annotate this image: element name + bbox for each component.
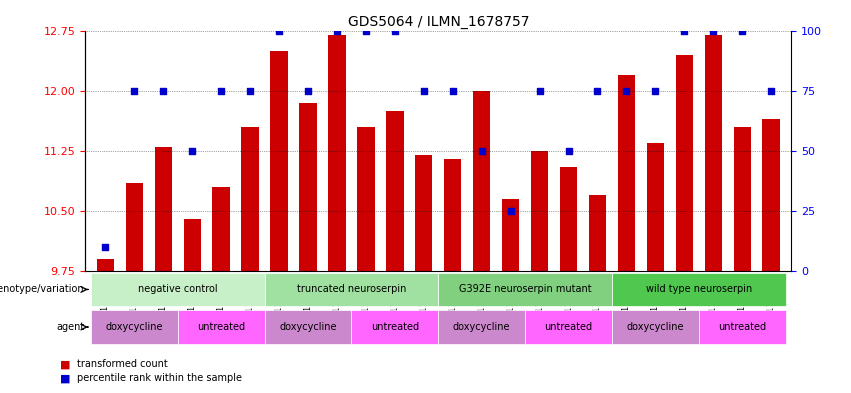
Point — [157, 88, 170, 94]
Text: doxycycline: doxycycline — [279, 322, 337, 332]
Point — [706, 28, 720, 35]
FancyBboxPatch shape — [91, 272, 265, 307]
Text: transformed count: transformed count — [77, 360, 168, 369]
Point — [272, 28, 286, 35]
Bar — [386, 111, 403, 271]
Bar — [184, 219, 201, 271]
FancyBboxPatch shape — [178, 310, 265, 344]
Bar — [155, 147, 172, 271]
Bar — [300, 103, 317, 271]
Point — [735, 28, 749, 35]
Text: percentile rank within the sample: percentile rank within the sample — [77, 373, 242, 383]
Point — [388, 28, 402, 35]
Bar — [328, 35, 346, 271]
FancyBboxPatch shape — [612, 310, 699, 344]
Text: doxycycline: doxycycline — [626, 322, 684, 332]
Bar — [97, 259, 114, 271]
Bar — [357, 127, 374, 271]
FancyBboxPatch shape — [438, 310, 525, 344]
Text: untreated: untreated — [371, 322, 419, 332]
Text: untreated: untreated — [197, 322, 245, 332]
FancyBboxPatch shape — [438, 272, 612, 307]
Bar — [415, 155, 432, 271]
Text: wild type neuroserpin: wild type neuroserpin — [646, 285, 752, 294]
FancyBboxPatch shape — [265, 272, 438, 307]
Text: genotype/variation: genotype/variation — [0, 285, 84, 294]
FancyBboxPatch shape — [351, 310, 438, 344]
Text: negative control: negative control — [138, 285, 218, 294]
Text: doxycycline: doxycycline — [453, 322, 511, 332]
Point — [417, 88, 431, 94]
Text: ■: ■ — [60, 373, 70, 383]
Bar — [444, 159, 461, 271]
Point — [301, 88, 315, 94]
Text: truncated neuroserpin: truncated neuroserpin — [297, 285, 406, 294]
FancyBboxPatch shape — [265, 310, 351, 344]
Bar — [734, 127, 751, 271]
Bar — [618, 75, 635, 271]
Point — [186, 148, 199, 154]
Bar — [676, 55, 693, 271]
Point — [446, 88, 460, 94]
Point — [504, 208, 517, 214]
Bar — [531, 151, 548, 271]
FancyBboxPatch shape — [612, 272, 785, 307]
Bar — [126, 183, 143, 271]
Bar — [560, 167, 577, 271]
Point — [128, 88, 141, 94]
Bar — [647, 143, 664, 271]
Text: untreated: untreated — [718, 322, 766, 332]
Bar — [473, 91, 490, 271]
Text: agent: agent — [56, 322, 84, 332]
Text: G392E neuroserpin mutant: G392E neuroserpin mutant — [459, 285, 591, 294]
Bar — [213, 187, 230, 271]
Bar — [502, 199, 519, 271]
Point — [330, 28, 344, 35]
Point — [475, 148, 488, 154]
Point — [764, 88, 778, 94]
Point — [562, 148, 575, 154]
Bar — [762, 119, 780, 271]
Bar — [271, 51, 288, 271]
Point — [359, 28, 373, 35]
Text: ■: ■ — [60, 360, 70, 369]
FancyBboxPatch shape — [525, 310, 612, 344]
Point — [214, 88, 228, 94]
Point — [648, 88, 662, 94]
Point — [677, 28, 691, 35]
Point — [591, 88, 604, 94]
FancyBboxPatch shape — [699, 310, 785, 344]
FancyBboxPatch shape — [91, 310, 178, 344]
Text: doxycycline: doxycycline — [106, 322, 163, 332]
Point — [243, 88, 257, 94]
Point — [533, 88, 546, 94]
Bar — [705, 35, 722, 271]
Bar — [242, 127, 259, 271]
Point — [99, 244, 112, 250]
Point — [620, 88, 633, 94]
Title: GDS5064 / ILMN_1678757: GDS5064 / ILMN_1678757 — [347, 15, 529, 29]
Text: untreated: untreated — [545, 322, 592, 332]
Bar — [589, 195, 606, 271]
